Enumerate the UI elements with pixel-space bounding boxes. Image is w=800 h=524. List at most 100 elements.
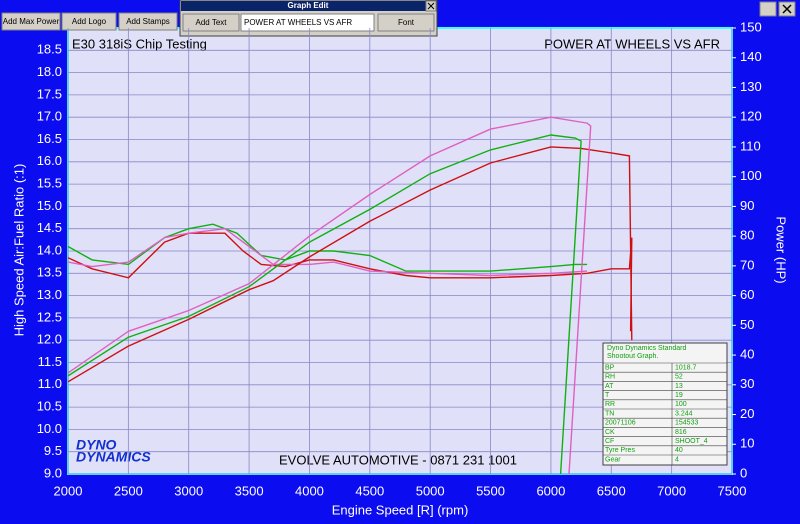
close-icon [782, 4, 792, 14]
y-tick-label: 14.5 [37, 220, 62, 235]
stamp-value: 3.244 [675, 410, 693, 417]
y2-tick-label: 10 [740, 436, 754, 451]
y2-tick-label: 120 [740, 109, 762, 124]
y-tick-label: 11.5 [38, 354, 62, 369]
stamp-value: 40 [675, 447, 683, 454]
x-tick-label: 2000 [54, 483, 83, 498]
stamp-value: 100 [675, 401, 687, 408]
window-controls [759, 1, 796, 17]
data-line [67, 134, 582, 475]
data-line [67, 116, 592, 475]
y2-tick-label: 130 [740, 79, 762, 94]
y2-tick-label: 50 [740, 317, 754, 332]
stamp-value: 154533 [675, 420, 698, 427]
stamp-key: Tyre Pres [605, 447, 635, 454]
y2-tick-label: 140 [740, 49, 762, 64]
stamp-key: T [605, 392, 610, 399]
button-label: Add Text [196, 18, 228, 27]
stamp-value: 816 [675, 429, 687, 436]
dialog-title: Graph Edit [288, 1, 329, 10]
stamp-key: RR [605, 401, 615, 408]
y-tick-label: 17.0 [37, 109, 62, 124]
y2-tick-label: 60 [740, 287, 754, 302]
stamp-key: TN [605, 410, 614, 417]
y2-tick-label: 110 [740, 138, 761, 153]
logo-text: DYNO [76, 437, 117, 453]
y-tick-label: 12.0 [37, 332, 62, 347]
footer-text: EVOLVE AUTOMOTIVE - 0871 231 1001 [279, 452, 517, 467]
x-tick-label: 2500 [114, 483, 143, 498]
x-tick-label: 4000 [295, 483, 324, 498]
y-tick-label: 16.5 [37, 131, 62, 146]
x-tick-label: 3000 [174, 483, 203, 498]
button-label: Add Logo [72, 17, 107, 26]
y-tick-label: 10.0 [37, 421, 62, 436]
stamp-value: 19 [675, 392, 683, 399]
logo-text: DYNAMICS [76, 449, 151, 465]
y2-tick-label: 20 [740, 406, 754, 421]
toolbar: Add Max Power Add Logo Add Stamps [1, 12, 178, 31]
data-line [67, 232, 633, 332]
button-label: Add Max Power [3, 17, 60, 26]
stamp-value: 4 [675, 456, 679, 463]
x-axis-label: Engine Speed [R] (rpm) [332, 502, 469, 517]
stamp-key: BP [605, 364, 615, 371]
y-tick-label: 17.5 [37, 86, 62, 101]
y-tick-label: 14.0 [37, 242, 62, 257]
stamp-key: 20071106 [605, 420, 636, 427]
y-tick-label: 10.5 [37, 399, 62, 414]
chart-subtitle: POWER AT WHEELS VS AFR [544, 36, 720, 51]
y2-tick-label: 90 [740, 198, 754, 213]
y-tick-label: 13.0 [37, 287, 62, 302]
text-input[interactable] [240, 13, 375, 32]
button[interactable] [1, 12, 61, 31]
button[interactable] [118, 12, 178, 31]
x-tick-label: 5000 [416, 483, 445, 498]
y2-tick-label: 0 [740, 465, 747, 480]
stamp-key: CF [605, 438, 614, 445]
button-label: Add Stamps [126, 17, 170, 26]
stamp-value: SHOOT_4 [675, 438, 708, 445]
x-tick-label: 6500 [597, 483, 626, 498]
data-line [67, 146, 633, 383]
text-input-value: POWER AT WHEELS VS AFR [244, 18, 352, 27]
y2-tick-label: 100 [740, 168, 762, 183]
stamp-value: 52 [675, 374, 683, 381]
y-tick-label: 18.5 [37, 42, 62, 57]
x-tick-label: 3500 [235, 483, 264, 498]
chart-title: E30 318iS Chip Testing [72, 36, 207, 51]
restore-button[interactable] [759, 1, 777, 17]
button[interactable] [61, 12, 117, 31]
stamp-value: 1018.7 [675, 364, 697, 371]
stamp-key: CK [605, 429, 615, 436]
button-label: Font [398, 18, 415, 27]
y2-axis-label: Power (HP) [774, 216, 789, 283]
graph-edit-dialog: Graph Edit Add Text POWER AT WHEELS VS A… [179, 0, 438, 37]
y-tick-label: 9.5 [44, 443, 62, 458]
stamp-key: AT [605, 383, 614, 390]
y-tick-label: 18.0 [37, 64, 62, 79]
y-axis-label: High Speed Air:Fuel Ratio (:1) [11, 164, 26, 337]
y-tick-label: 12.5 [37, 309, 62, 324]
close-icon [427, 2, 435, 10]
x-tick-label: 7500 [718, 483, 747, 498]
y2-tick-label: 150 [740, 19, 762, 34]
stamp-key: RH [605, 374, 615, 381]
y2-tick-label: 30 [740, 376, 754, 391]
button[interactable] [377, 13, 435, 32]
x-tick-label: 7000 [657, 483, 686, 498]
y-tick-label: 13.5 [37, 265, 62, 280]
y2-tick-label: 80 [740, 228, 754, 243]
x-tick-label: 5500 [476, 483, 505, 498]
grid [67, 28, 733, 475]
button[interactable] [182, 13, 240, 32]
y2-tick-label: 70 [740, 257, 754, 272]
stamp-key: Gear [605, 456, 621, 463]
y2-tick-label: 40 [740, 347, 754, 362]
stamp-title: Dyno Dynamics Standard [607, 345, 686, 352]
y-tick-label: 16.0 [37, 153, 62, 168]
y-tick-label: 11.0 [38, 376, 62, 391]
x-tick-label: 4500 [355, 483, 384, 498]
